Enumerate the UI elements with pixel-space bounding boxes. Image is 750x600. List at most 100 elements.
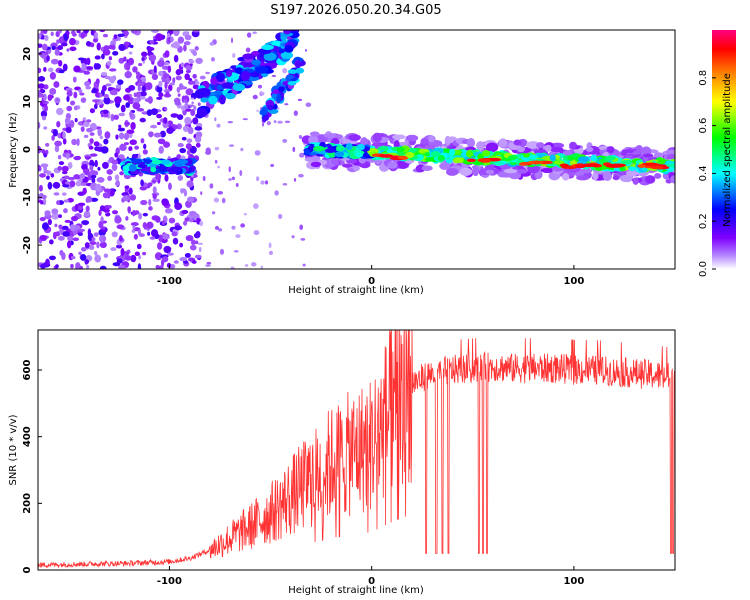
noise-speckle <box>98 209 102 216</box>
noise-speckle <box>142 222 147 229</box>
x-tick-label: 0 <box>368 576 375 587</box>
noise-speckle <box>188 59 195 64</box>
noise-speckle <box>132 66 138 73</box>
band-halo-cell <box>612 175 620 181</box>
noise-speckle <box>114 216 122 224</box>
noise-speckle <box>102 192 110 199</box>
noise-speckle <box>209 183 214 189</box>
band-halo-cell <box>626 169 639 177</box>
streak-cell <box>295 67 305 74</box>
noise-speckle <box>179 147 187 154</box>
band-cell <box>527 154 538 160</box>
noise-speckle <box>144 98 152 102</box>
band-halo-cell <box>311 155 321 162</box>
noise-speckle <box>91 237 96 242</box>
noise-speckle <box>51 208 59 215</box>
band-peak-cell <box>379 154 394 158</box>
noise-speckle <box>67 235 74 242</box>
noise-speckle <box>98 220 104 229</box>
noise-speckle <box>164 81 168 90</box>
band-halo-cell <box>335 134 343 139</box>
noise-speckle <box>188 77 193 82</box>
noise-speckle <box>96 241 100 249</box>
band-cell <box>623 160 633 165</box>
noise-speckle <box>239 170 243 176</box>
noise-speckle <box>118 124 122 129</box>
noise-speckle <box>186 149 191 156</box>
noise-speckle <box>172 41 180 49</box>
band-cell <box>122 165 131 172</box>
noise-speckle <box>69 224 76 232</box>
noise-speckle <box>72 237 80 242</box>
noise-speckle <box>111 231 118 238</box>
band-cell <box>437 155 446 162</box>
noise-speckle <box>45 50 49 56</box>
noise-speckle <box>71 138 78 146</box>
noise-speckle <box>139 117 146 123</box>
band-halo-cell <box>586 146 594 153</box>
noise-speckle <box>119 143 127 152</box>
noise-speckle <box>94 250 98 256</box>
noise-speckle <box>214 159 218 164</box>
noise-speckle <box>184 73 190 81</box>
noise-speckle <box>67 176 76 181</box>
noise-speckle <box>89 153 98 157</box>
band-halo-cell <box>576 175 590 181</box>
noise-speckle <box>39 52 47 58</box>
noise-speckle <box>103 96 111 105</box>
noise-speckle <box>141 57 145 61</box>
noise-speckle <box>196 217 201 225</box>
noise-speckle <box>123 94 131 101</box>
noise-speckle <box>57 235 65 241</box>
noise-speckle <box>85 197 90 203</box>
streak-cell <box>248 72 259 77</box>
noise-speckle <box>72 76 77 83</box>
noise-speckle <box>156 113 163 119</box>
band-cell <box>158 165 168 171</box>
noise-speckle <box>189 244 197 251</box>
noise-speckle <box>176 114 184 121</box>
noise-speckle <box>63 208 68 214</box>
noise-speckle <box>92 99 100 103</box>
y-tick-label: 200 <box>22 493 33 514</box>
streak-cell <box>283 30 291 35</box>
noise-speckle <box>86 119 92 123</box>
noise-speckle <box>40 110 48 118</box>
noise-speckle <box>136 107 145 112</box>
noise-speckle <box>92 38 98 43</box>
noise-speckle <box>191 101 194 105</box>
noise-speckle <box>302 263 306 267</box>
noise-speckle <box>152 193 157 200</box>
noise-speckle <box>158 234 163 243</box>
noise-speckle <box>43 163 48 172</box>
noise-speckle <box>81 220 90 226</box>
noise-speckle <box>266 121 272 126</box>
noise-speckle <box>80 253 87 261</box>
noise-speckle <box>149 236 156 240</box>
band-halo-cell <box>653 152 664 158</box>
band-cell <box>577 156 590 163</box>
noise-speckle <box>94 159 98 168</box>
streak-cell <box>221 82 235 89</box>
noise-speckle <box>115 244 123 249</box>
noise-speckle <box>172 77 176 84</box>
noise-speckle <box>186 180 194 188</box>
noise-speckle <box>78 251 82 256</box>
noise-speckle <box>50 42 58 48</box>
noise-speckle <box>118 132 125 140</box>
noise-speckle <box>221 197 226 204</box>
band-cell <box>455 157 464 164</box>
band-peak-cell <box>478 158 491 163</box>
noise-speckle <box>127 57 135 66</box>
noise-speckle <box>89 241 97 246</box>
band-halo-cell <box>352 165 360 172</box>
noise-speckle <box>191 260 197 264</box>
noise-speckle <box>89 108 95 114</box>
noise-speckle <box>45 142 50 147</box>
noise-speckle <box>44 210 51 217</box>
streak-cell <box>208 95 218 105</box>
band-cell <box>169 166 182 173</box>
noise-speckle <box>151 179 157 184</box>
band-cell <box>424 152 431 157</box>
noise-speckle <box>114 152 119 158</box>
